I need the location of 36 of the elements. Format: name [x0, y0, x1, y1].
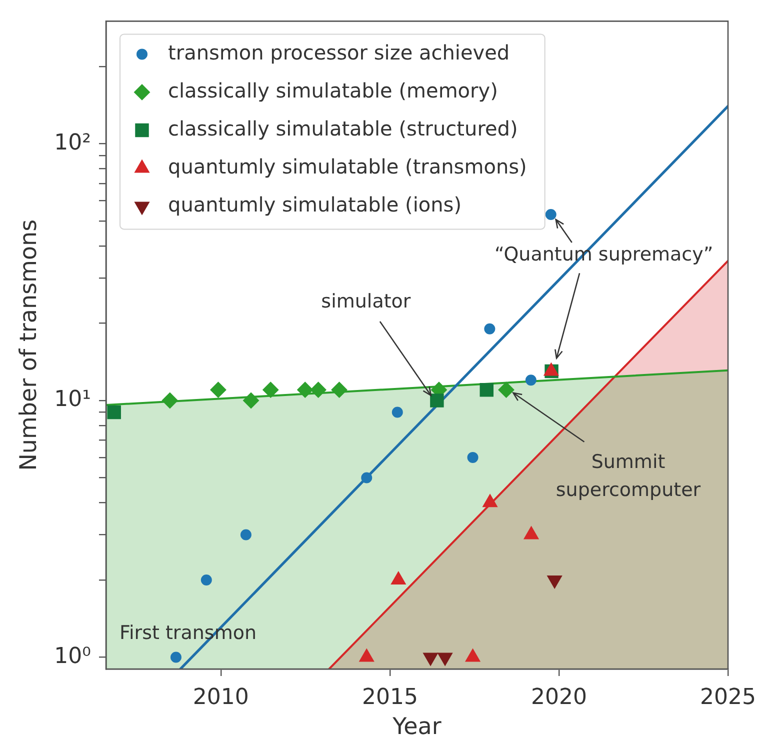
legend-label: classically simulatable (structured) [168, 116, 518, 140]
x-tick-label: 2020 [530, 684, 587, 710]
y-tick-label: 10⁰ [54, 644, 92, 669]
y-tick-label: 10¹ [54, 387, 91, 412]
point [107, 405, 121, 420]
legend-label: transmon processor size achieved [168, 40, 510, 64]
y-tick-label: 10² [54, 130, 91, 156]
point [498, 382, 514, 398]
y-axis-title: Number of transmons [16, 219, 42, 471]
point [361, 472, 372, 484]
legend-label: quantumly simulatable (ions) [168, 192, 462, 216]
x-tick-label: 2025 [700, 684, 756, 710]
annotation: simulator [321, 290, 411, 312]
x-tick-label: 2015 [362, 684, 418, 710]
point [200, 574, 212, 586]
point [210, 382, 226, 398]
point [467, 452, 478, 463]
x-tick-label: 2010 [192, 684, 249, 710]
x-axis-title: Year [392, 714, 442, 740]
point [310, 382, 326, 398]
point [545, 209, 556, 220]
point [243, 392, 260, 408]
legend-label: quantumly simulatable (transmons) [168, 154, 527, 178]
point [162, 392, 178, 408]
annotation: Summit supercomputer [556, 450, 701, 501]
point [170, 652, 182, 663]
point [525, 374, 536, 386]
point [297, 382, 314, 398]
point [392, 406, 403, 418]
legend-label: classically simulatable (memory) [168, 78, 498, 102]
point [331, 382, 348, 398]
point [240, 529, 252, 540]
point [480, 382, 494, 397]
point [430, 394, 444, 408]
point [262, 382, 279, 398]
point [484, 323, 496, 334]
